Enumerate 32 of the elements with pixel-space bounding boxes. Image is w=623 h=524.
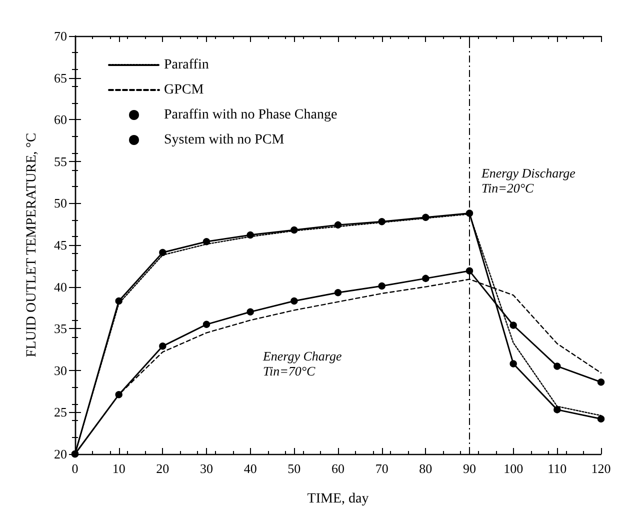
legend-label: Paraffin with no Phase Change bbox=[164, 108, 338, 122]
legend-label: Paraffin bbox=[164, 58, 209, 72]
legend-label: GPCM bbox=[164, 82, 204, 98]
x-tick-label: 120 bbox=[591, 461, 611, 476]
x-tick-label: 60 bbox=[332, 461, 344, 476]
y-tick-label: 60 bbox=[54, 112, 67, 128]
y-tick-label: 35 bbox=[54, 321, 67, 336]
x-tick-label: 10 bbox=[112, 461, 126, 476]
y-tick-label: 25 bbox=[54, 404, 67, 420]
y-tick-label: 55 bbox=[54, 154, 67, 169]
legend-label: System with no PCM bbox=[164, 132, 285, 148]
annotation: Energy Charge Tin=70°C bbox=[262, 348, 342, 378]
x-tick-label: 70 bbox=[375, 461, 388, 476]
x-tick-label: 20 bbox=[156, 461, 170, 476]
x-tick-label: 50 bbox=[288, 461, 301, 476]
y-tick-label: 50 bbox=[54, 196, 67, 211]
y-tick-label: 45 bbox=[54, 238, 67, 252]
y-tick-label: 30 bbox=[54, 362, 67, 378]
x-tick-label: 90 bbox=[463, 461, 476, 476]
x-tick-label: 100 bbox=[504, 461, 524, 476]
y-axis-title: FLUID OUTLET TEMPERATURE, °C bbox=[24, 132, 40, 358]
y-tick-label: 65 bbox=[54, 70, 67, 86]
x-axis-title: TIME, day bbox=[307, 492, 369, 506]
y-tick-label: 20 bbox=[54, 446, 67, 462]
x-tick-label: 80 bbox=[419, 461, 432, 476]
y-tick-label: 70 bbox=[54, 28, 67, 44]
x-tick-label: 40 bbox=[244, 461, 257, 476]
x-tick-label: 0 bbox=[72, 461, 78, 476]
annotation: Energy Discharge Tin=20°C bbox=[480, 165, 576, 196]
x-tick-label: 110 bbox=[548, 461, 567, 476]
y-tick-label: 40 bbox=[54, 279, 67, 294]
x-tick-label: 30 bbox=[200, 461, 213, 476]
